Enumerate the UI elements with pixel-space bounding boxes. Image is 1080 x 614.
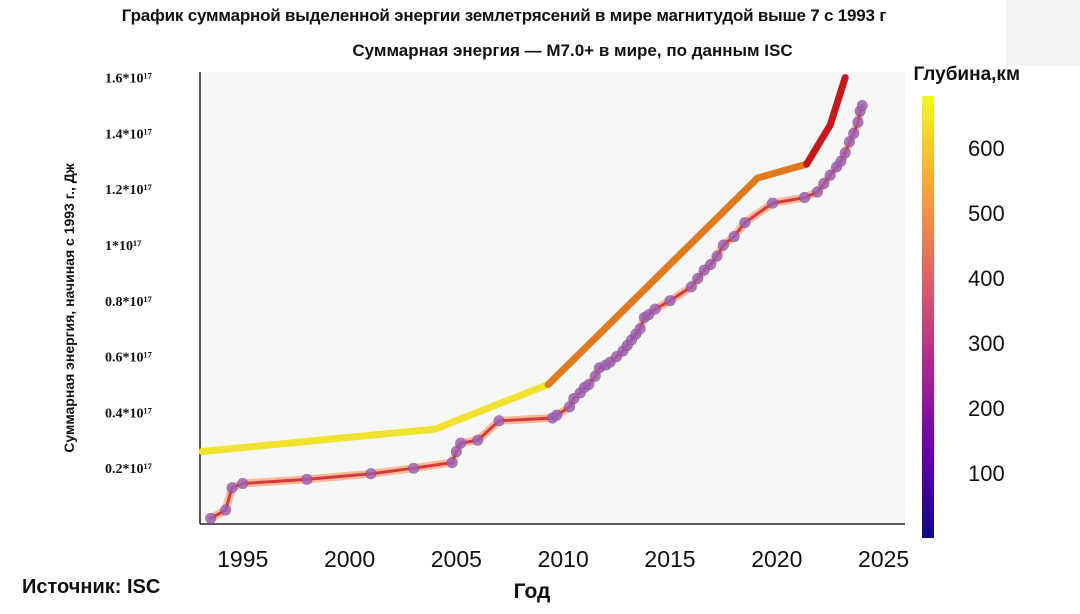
trend-segment (198, 381, 552, 455)
colorbar-tick-label: 200 (968, 396, 1005, 421)
y-tick-label: 1*10¹⁷ (105, 239, 141, 254)
data-point (824, 169, 836, 181)
x-axis-label: Год (514, 580, 551, 603)
data-point (446, 457, 458, 469)
data-point (551, 409, 563, 421)
y-tick-label: 0.4*10¹⁷ (105, 406, 152, 421)
y-tick-label: 1.6*10¹⁷ (105, 72, 152, 87)
data-point (472, 434, 484, 446)
data-point (301, 473, 313, 485)
data-point (739, 217, 751, 229)
x-tick-label: 2025 (858, 546, 909, 572)
data-point (705, 259, 717, 271)
data-point (848, 127, 860, 139)
data-point (664, 295, 676, 307)
x-tick-label: 1995 (217, 546, 268, 572)
chart-title: График суммарной выделенной энергии земл… (121, 6, 887, 25)
y-tick-label: 1.4*10¹⁷ (105, 127, 152, 142)
data-point (365, 468, 377, 480)
data-point (455, 437, 467, 449)
y-tick-label: 0.8*10¹⁷ (105, 295, 152, 310)
chart-subtitle: Суммарная энергия — M7.0+ в мире, по дан… (352, 41, 793, 60)
colorbar-tick-label: 400 (968, 266, 1005, 291)
data-point (237, 478, 249, 490)
data-point (205, 512, 217, 524)
x-tick-label: 2020 (751, 546, 802, 572)
source-note: Источник: ISC (22, 576, 161, 598)
data-point (692, 272, 704, 284)
colorbar-tick-label: 100 (968, 461, 1005, 486)
data-point (717, 239, 729, 251)
y-tick-label: 1.2*10¹⁷ (105, 183, 152, 198)
data-point (767, 197, 779, 209)
y-axis-label: Суммарная энергия, начиная с 1993 г., Дж (61, 162, 77, 453)
data-point (818, 178, 830, 190)
data-point (583, 378, 595, 390)
data-point (711, 250, 723, 262)
data-point (856, 99, 868, 111)
data-point (799, 192, 811, 204)
x-tick-label: 2000 (324, 546, 375, 572)
colorbar-tick-label: 300 (968, 331, 1005, 356)
colorbar-label: Глубина,км (913, 64, 1020, 85)
data-point (649, 303, 661, 315)
plot-area (200, 72, 905, 524)
data-point (634, 323, 646, 335)
trend-segment (544, 160, 811, 388)
data-point (493, 415, 505, 427)
data-point (852, 116, 864, 128)
data-point (685, 281, 697, 293)
data-point (811, 186, 823, 198)
data-point (728, 231, 740, 243)
colorbar (922, 96, 934, 538)
trend-segment (803, 74, 849, 168)
data-point (408, 462, 420, 474)
x-tick-label: 2005 (431, 546, 482, 572)
y-tick-label: 0.6*10¹⁷ (105, 351, 152, 366)
data-point (220, 504, 232, 516)
corner-panel (1006, 0, 1080, 66)
colorbar-tick-label: 500 (968, 201, 1005, 226)
data-point (226, 482, 238, 494)
x-tick-label: 2010 (538, 546, 589, 572)
colorbar-tick-label: 600 (968, 136, 1005, 161)
y-tick-label: 0.2*10¹⁷ (105, 462, 152, 477)
data-point (839, 147, 851, 159)
x-tick-label: 2015 (644, 546, 695, 572)
